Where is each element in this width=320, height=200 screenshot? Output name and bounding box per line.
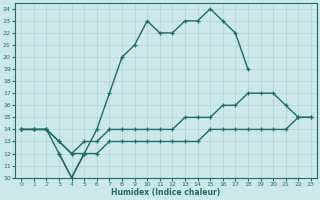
X-axis label: Humidex (Indice chaleur): Humidex (Indice chaleur) [111,188,221,197]
